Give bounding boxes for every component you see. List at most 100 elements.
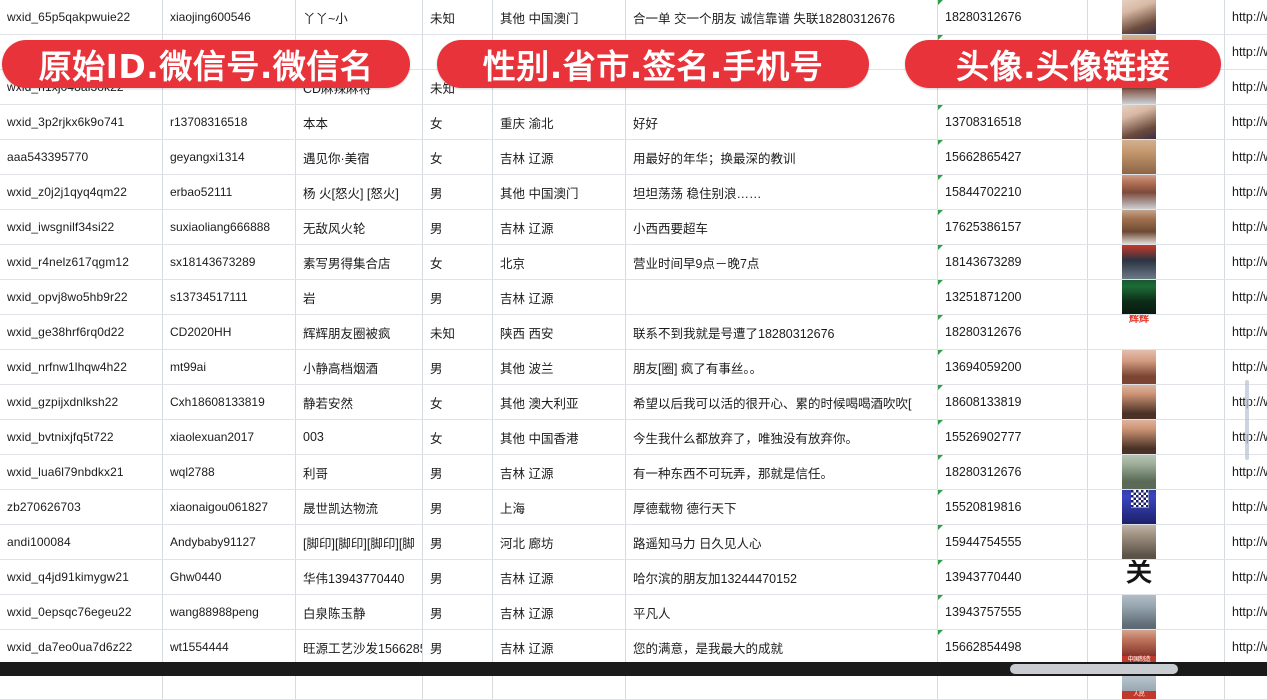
cell-province-city[interactable]: 其他 中国香港 xyxy=(493,420,626,455)
cell-gender[interactable]: 女 xyxy=(423,140,493,175)
cell-avatar-url[interactable]: http://wx.qlogo.cn/mmhead xyxy=(1225,595,1267,630)
cell-avatar-url[interactable]: http://wx.qlogo.cn/mmhead xyxy=(1225,280,1267,315)
cell-wechat-name[interactable]: 本本 xyxy=(296,105,423,140)
cell-wechat-name[interactable]: [脚印][脚印][脚印][脚 xyxy=(296,525,423,560)
cell-avatar[interactable] xyxy=(1088,420,1225,455)
cell-orig-id[interactable]: wxid_ge38hrf6rq0d22 xyxy=(0,315,163,350)
cell-avatar[interactable] xyxy=(1088,175,1225,210)
cell-gender[interactable]: 男 xyxy=(423,595,493,630)
cell-avatar[interactable] xyxy=(1088,595,1225,630)
cell-wechat-no[interactable]: s13734517111 xyxy=(163,280,296,315)
cell-signature[interactable]: 联系不到我就是号遭了18280312676 xyxy=(626,315,938,350)
cell-wechat-no[interactable]: xiaolexuan2017 xyxy=(163,420,296,455)
cell-phone[interactable]: 13943770440 xyxy=(938,560,1088,595)
cell-avatar-url[interactable]: http://wx.qlogo.cn/mmhead xyxy=(1225,105,1267,140)
cell-orig-id[interactable]: wxid_lua6l79nbdkx21 xyxy=(0,455,163,490)
cell-orig-id[interactable]: wxid_nrfnw1lhqw4h22 xyxy=(0,350,163,385)
cell-avatar[interactable]: 中国制造 xyxy=(1088,630,1225,665)
cell-wechat-name[interactable]: 遇见你·美宿 xyxy=(296,140,423,175)
cell-signature[interactable]: 营业时间早9点－晚7点 xyxy=(626,245,938,280)
cell-wechat-no[interactable]: wang88988peng xyxy=(163,595,296,630)
cell-avatar[interactable] xyxy=(1088,245,1225,280)
horizontal-scrollbar-thumb[interactable] xyxy=(1010,664,1178,674)
cell-wechat-name[interactable]: 小静高档烟酒 xyxy=(296,350,423,385)
cell-phone[interactable]: 15520819816 xyxy=(938,490,1088,525)
cell-province-city[interactable]: 吉林 辽源 xyxy=(493,280,626,315)
cell-province-city[interactable]: 吉林 辽源 xyxy=(493,140,626,175)
cell-gender[interactable]: 女 xyxy=(423,385,493,420)
cell-avatar[interactable] xyxy=(1088,385,1225,420)
cell-avatar-url[interactable]: http://wx.qlogo.cn/mmhead xyxy=(1225,175,1267,210)
cell-gender[interactable]: 男 xyxy=(423,525,493,560)
cell-orig-id[interactable]: wxid_gzpijxdnlksh22 xyxy=(0,385,163,420)
cell-avatar-url[interactable]: http://wx.qlogo.cn/mmhead xyxy=(1225,0,1267,35)
cell-wechat-no[interactable]: r13708316518 xyxy=(163,105,296,140)
cell-signature[interactable]: 厚德载物 德行天下 xyxy=(626,490,938,525)
cell-orig-id[interactable]: wxid_q4jd91kimygw21 xyxy=(0,560,163,595)
cell-province-city[interactable]: 上海 xyxy=(493,490,626,525)
cell-phone[interactable]: 15844702210 xyxy=(938,175,1088,210)
cell-province-city[interactable]: 其他 中国澳门 xyxy=(493,0,626,35)
cell-province-city[interactable]: 吉林 辽源 xyxy=(493,210,626,245)
cell-avatar[interactable] xyxy=(1088,490,1225,525)
cell-province-city[interactable]: 陕西 西安 xyxy=(493,315,626,350)
cell-phone[interactable]: 18143673289 xyxy=(938,245,1088,280)
cell-signature[interactable] xyxy=(626,280,938,315)
cell-signature[interactable]: 哈尔滨的朋友加13244470152 xyxy=(626,560,938,595)
cell-avatar[interactable]: 关 xyxy=(1088,560,1225,595)
cell-wechat-name[interactable]: 无敌风火轮 xyxy=(296,210,423,245)
cell-phone[interactable]: 13251871200 xyxy=(938,280,1088,315)
cell-province-city[interactable]: 吉林 辽源 xyxy=(493,630,626,665)
cell-phone[interactable]: 18280312676 xyxy=(938,315,1088,350)
cell-orig-id[interactable]: wxid_da7eo0ua7d6z22 xyxy=(0,630,163,665)
cell-signature[interactable]: 好好 xyxy=(626,105,938,140)
cell-wechat-no[interactable]: geyangxi1314 xyxy=(163,140,296,175)
cell-signature[interactable]: 有一种东西不可玩弄，那就是信任。 xyxy=(626,455,938,490)
cell-wechat-name[interactable]: 丫丫~小 xyxy=(296,0,423,35)
cell-avatar[interactable] xyxy=(1088,0,1225,35)
cell-wechat-name[interactable]: 素写男得集合店 xyxy=(296,245,423,280)
cell-avatar[interactable]: 辉辉 xyxy=(1088,315,1225,350)
cell-orig-id[interactable]: wxid_65p5qakpwuie22 xyxy=(0,0,163,35)
cell-orig-id[interactable]: wxid_iwsgnilf34si22 xyxy=(0,210,163,245)
cell-avatar-url[interactable]: http://wx.qlogo.cn/mmhead xyxy=(1225,525,1267,560)
cell-avatar[interactable] xyxy=(1088,210,1225,245)
cell-wechat-name[interactable]: 旺源工艺沙发15662854 xyxy=(296,630,423,665)
cell-wechat-name[interactable]: 岩 xyxy=(296,280,423,315)
cell-wechat-no[interactable]: Ghw0440 xyxy=(163,560,296,595)
cell-phone[interactable]: 18608133819 xyxy=(938,385,1088,420)
cell-signature[interactable]: 小西西要超车 xyxy=(626,210,938,245)
cell-avatar-url[interactable]: http://wx.qlogo.cn/mmhead xyxy=(1225,140,1267,175)
cell-wechat-no[interactable]: wt1554444 xyxy=(163,630,296,665)
cell-signature[interactable]: 您的满意，是我最大的成就 xyxy=(626,630,938,665)
cell-wechat-name[interactable]: 杨 火[怒火] [怒火] xyxy=(296,175,423,210)
cell-signature[interactable]: 希望以后我可以活的很开心、累的时候喝喝酒吹吹[ xyxy=(626,385,938,420)
cell-orig-id[interactable]: wxid_r4nelz617qgm12 xyxy=(0,245,163,280)
cell-orig-id[interactable]: aaa543395770 xyxy=(0,140,163,175)
cell-phone[interactable]: 15662865427 xyxy=(938,140,1088,175)
cell-gender[interactable]: 男 xyxy=(423,630,493,665)
cell-province-city[interactable]: 吉林 辽源 xyxy=(493,455,626,490)
cell-avatar-url[interactable]: http://wx.qlogo.cn/mmhead xyxy=(1225,315,1267,350)
cell-province-city[interactable]: 其他 中国澳门 xyxy=(493,175,626,210)
cell-orig-id[interactable]: zb270626703 xyxy=(0,490,163,525)
cell-wechat-name[interactable]: 晟世凯达物流 xyxy=(296,490,423,525)
cell-orig-id[interactable]: wxid_0epsqc76egeu22 xyxy=(0,595,163,630)
cell-orig-id[interactable]: wxid_opvj8wo5hb9r22 xyxy=(0,280,163,315)
cell-gender[interactable]: 女 xyxy=(423,420,493,455)
cell-wechat-no[interactable]: Cxh18608133819 xyxy=(163,385,296,420)
cell-province-city[interactable]: 重庆 渝北 xyxy=(493,105,626,140)
cell-province-city[interactable]: 其他 澳大利亚 xyxy=(493,385,626,420)
